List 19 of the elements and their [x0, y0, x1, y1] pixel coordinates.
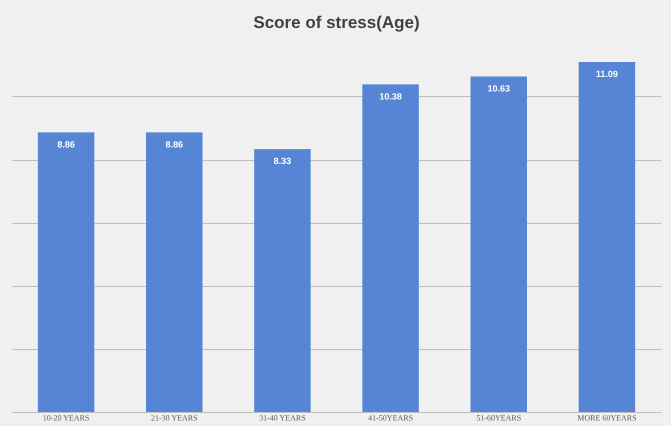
x-tick-label: 51-60YEARS [476, 414, 522, 422]
bar [146, 132, 202, 412]
x-tick-label: MORE 60YEARS [577, 414, 637, 422]
bar [254, 149, 311, 412]
data-label: 11.09 [596, 69, 618, 79]
bar [362, 84, 419, 412]
bar [38, 132, 94, 412]
data-label: 8.86 [57, 139, 75, 150]
x-tick-label: 31-40 YEARS [259, 414, 306, 422]
chart-title: Score of stress(Age) [253, 13, 420, 32]
data-label: 10.38 [379, 91, 402, 102]
x-tick-label: 21-30 YEARS [150, 414, 198, 422]
bar [470, 76, 527, 412]
data-label: 8.86 [165, 139, 184, 150]
x-tick-label: 41-50YEARS [368, 414, 414, 422]
x-tick-label: 10-20 YEARS [42, 414, 90, 422]
data-label: 10.63 [487, 84, 510, 94]
data-label: 8.33 [274, 156, 292, 166]
bar [578, 62, 636, 412]
